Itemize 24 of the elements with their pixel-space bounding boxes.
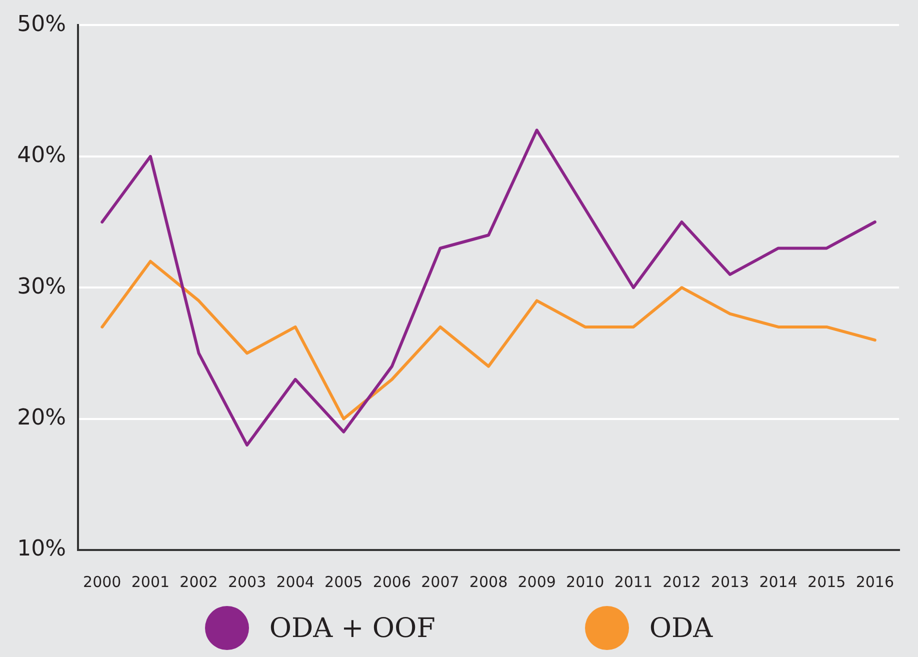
x-tick-label: 2010 [566,572,604,591]
x-tick-label: 2001 [131,572,170,591]
y-tick-label: 10% [17,536,66,562]
x-tick-label: 2013 [710,572,750,591]
legend-label: ODA [649,612,713,644]
x-tick-label: 2009 [518,572,556,591]
y-tick-label: 50% [17,12,66,37]
x-tick-label: 2002 [180,572,218,591]
legend-label: ODA + OOF [269,612,436,644]
x-tick-label: 2005 [324,572,363,591]
x-tick-label: 2015 [808,572,846,591]
x-tick-label: 2011 [614,572,653,591]
y-tick-label: 30% [17,274,66,300]
x-tick-label: 2004 [276,572,314,591]
y-tick-label: 40% [17,143,66,168]
x-tick-label: 2016 [856,572,894,591]
y-tick-label: 20% [17,406,66,431]
x-tick-label: 2003 [228,572,266,591]
x-tick-label: 2008 [469,572,508,591]
x-tick-label: 2012 [662,572,701,591]
x-tick-label: 2000 [83,572,122,591]
x-tick-label: 2007 [421,572,460,591]
x-tick-label: 2006 [372,572,412,591]
x-tick-label: 2014 [759,572,798,591]
